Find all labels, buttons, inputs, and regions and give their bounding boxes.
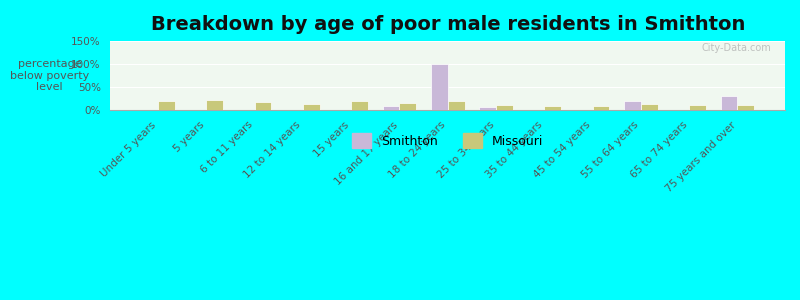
Bar [479, 107, 496, 110]
Bar [448, 101, 465, 110]
Bar [721, 96, 738, 110]
Bar [206, 100, 223, 110]
Bar [593, 106, 610, 110]
Bar [544, 106, 561, 110]
Legend: Smithton, Missouri: Smithton, Missouri [347, 128, 548, 153]
Title: Breakdown by age of poor male residents in Smithton: Breakdown by age of poor male residents … [150, 15, 745, 34]
Bar [382, 106, 399, 110]
Bar [689, 105, 706, 110]
Bar [351, 101, 368, 110]
Y-axis label: percentage
below poverty
level: percentage below poverty level [10, 59, 90, 92]
Bar [624, 101, 641, 110]
Bar [496, 105, 513, 110]
Bar [641, 104, 658, 110]
Bar [158, 101, 175, 110]
Bar [399, 103, 416, 110]
Bar [303, 103, 320, 110]
Text: City-Data.com: City-Data.com [702, 43, 771, 53]
Bar [254, 102, 271, 110]
Bar [431, 64, 448, 110]
Bar [738, 105, 754, 110]
